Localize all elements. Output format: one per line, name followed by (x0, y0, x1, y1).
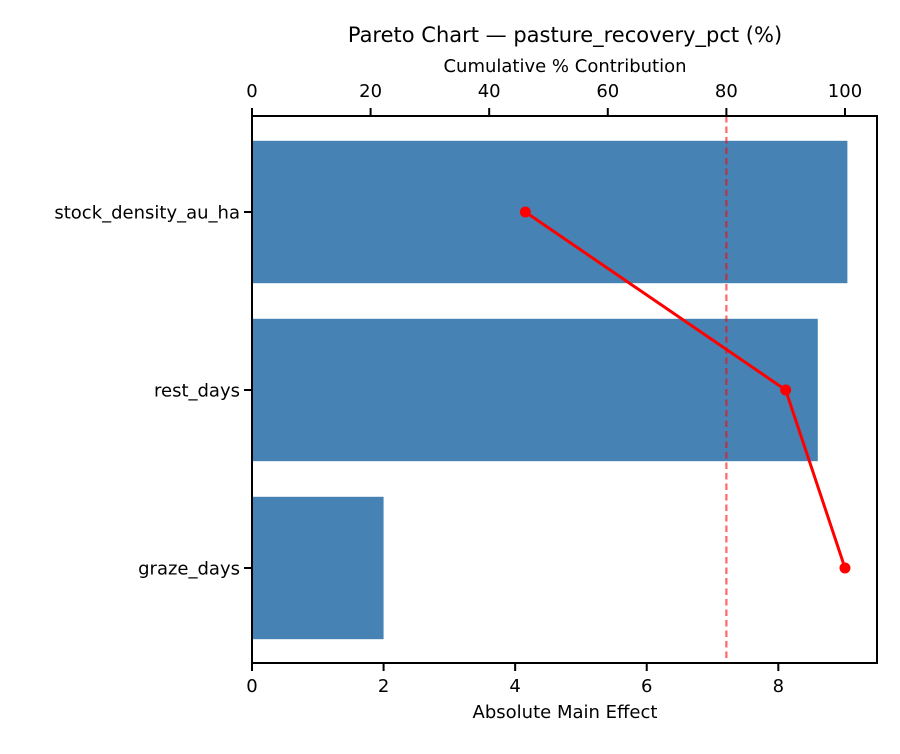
y-tick-label-rest_days: rest_days (154, 380, 240, 401)
bottom-axis-label: Absolute Main Effect (473, 702, 658, 723)
bars-group (252, 140, 848, 640)
chart-title: Pareto Chart — pasture_recovery_pct (%) (348, 23, 782, 48)
bar-stock_density_au_ha (252, 140, 848, 284)
bar-rest_days (252, 318, 818, 462)
top-axis-tick-label: 40 (478, 81, 501, 102)
cumulative-marker-rest_days (780, 384, 792, 396)
y-tick-label-graze_days: graze_days (138, 558, 240, 579)
cumulative-line-group (519, 206, 851, 574)
bottom-axis-tick-label: 2 (378, 676, 389, 697)
cumulative-marker-graze_days (839, 562, 851, 574)
bottom-axis-tick-label: 8 (773, 676, 784, 697)
ticks-group: 0 20 40 60 80 100 0 2 4 6 8 stock_density_au_harest… (54, 81, 862, 697)
bottom-axis-tick-label: 4 (509, 676, 520, 697)
y-tick-label-stock_density_au_ha: stock_density_au_ha (54, 202, 240, 223)
bottom-axis-tick-label: 0 (246, 676, 257, 697)
cumulative-marker-stock_density_au_ha (519, 206, 531, 218)
top-axis-tick-label: 100 (828, 81, 862, 102)
top-axis-tick-label: 20 (359, 81, 382, 102)
top-axis-label: Cumulative % Contribution (443, 56, 686, 77)
bottom-axis-tick-label: 6 (641, 676, 652, 697)
top-axis-tick-label: 60 (596, 81, 619, 102)
bar-graze_days (252, 496, 384, 640)
top-axis-tick-label: 0 (246, 81, 257, 102)
top-axis-tick-label: 80 (715, 81, 738, 102)
